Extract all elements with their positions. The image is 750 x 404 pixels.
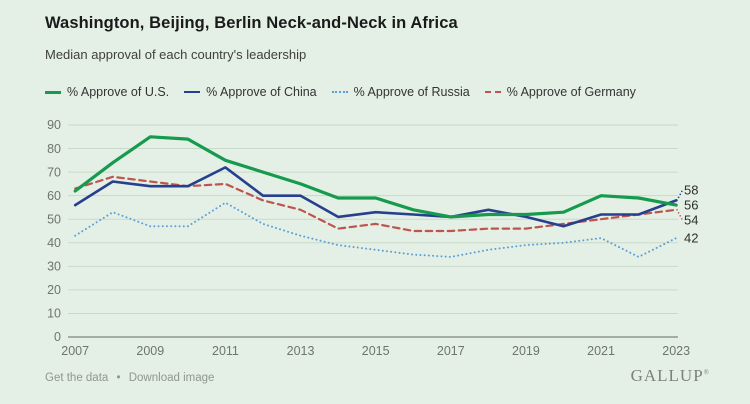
- legend: % Approve of U.S. % Approve of China % App…: [45, 85, 636, 99]
- registered-mark: ®: [703, 368, 709, 377]
- x-tick-label-2009: 2009: [136, 344, 164, 358]
- approve-of-u-s-line-marker-icon: [45, 90, 61, 94]
- y-tick-label-30: 30: [47, 260, 61, 274]
- approve-of-russia-line-marker-icon: [331, 91, 348, 93]
- x-tick-label-2019: 2019: [512, 344, 540, 358]
- legend-item-approve-of-china[interactable]: % Approve of China: [184, 85, 317, 99]
- legend-item-approve-of-russia[interactable]: % Approve of Russia: [331, 85, 470, 99]
- y-tick-label-20: 20: [47, 283, 61, 297]
- end-value-label-58: 58: [684, 183, 698, 198]
- legend-item-approve-of-germany[interactable]: % Approve of Germany: [484, 85, 636, 99]
- y-tick-label-0: 0: [54, 330, 61, 344]
- y-tick-label-70: 70: [47, 165, 61, 179]
- footer: Get the data • Download image: [45, 372, 214, 384]
- legend-label: % Approve of U.S.: [67, 85, 170, 99]
- x-tick-label-2013: 2013: [287, 344, 315, 358]
- legend-label: % Approve of China: [206, 85, 317, 99]
- get-the-data-link[interactable]: Get the data: [45, 372, 109, 384]
- gallup-logo: GALLUP®: [630, 366, 709, 385]
- series-line-approve-of-u-s[interactable]: [73, 135, 678, 219]
- end-label-leader-line: [676, 209, 684, 221]
- approve-of-germany-line-marker-icon: [484, 91, 501, 93]
- series-line-approve-of-russia[interactable]: [74, 201, 678, 258]
- y-tick-label-60: 60: [47, 189, 61, 203]
- y-tick-label-90: 90: [47, 118, 61, 132]
- legend-label: % Approve of Russia: [353, 85, 470, 99]
- x-tick-label-2015: 2015: [362, 344, 390, 358]
- legend-item-approve-of-u-s[interactable]: % Approve of U.S.: [45, 85, 169, 99]
- series-line-approve-of-germany[interactable]: [74, 175, 678, 233]
- x-tick-label-2017: 2017: [437, 344, 465, 358]
- x-tick-label-2011: 2011: [212, 344, 239, 358]
- y-tick-label-80: 80: [47, 142, 61, 156]
- y-tick-label-40: 40: [47, 236, 61, 250]
- approve-of-china-line-marker-icon: [184, 91, 201, 93]
- legend-label: % Approve of Germany: [506, 85, 636, 99]
- series-line-approve-of-china[interactable]: [73, 166, 678, 228]
- x-tick-label-2021: 2021: [587, 344, 615, 358]
- end-value-label-56: 56: [684, 198, 698, 213]
- x-tick-label-2007: 2007: [61, 344, 89, 358]
- y-tick-label-10: 10: [47, 307, 61, 321]
- chart-subtitle: Median approval of each country's leader…: [45, 47, 307, 62]
- footer-separator: •: [116, 372, 121, 384]
- y-tick-label-50: 50: [47, 212, 61, 226]
- x-tick-label-2023: 2023: [662, 344, 690, 358]
- end-label-leader-line: [676, 189, 684, 202]
- end-value-label-54: 54: [684, 213, 698, 228]
- end-value-label-42: 42: [684, 231, 698, 246]
- download-image-link[interactable]: Download image: [128, 372, 215, 384]
- page-title: Washington, Beijing, Berlin Neck-and-Nec…: [45, 14, 458, 32]
